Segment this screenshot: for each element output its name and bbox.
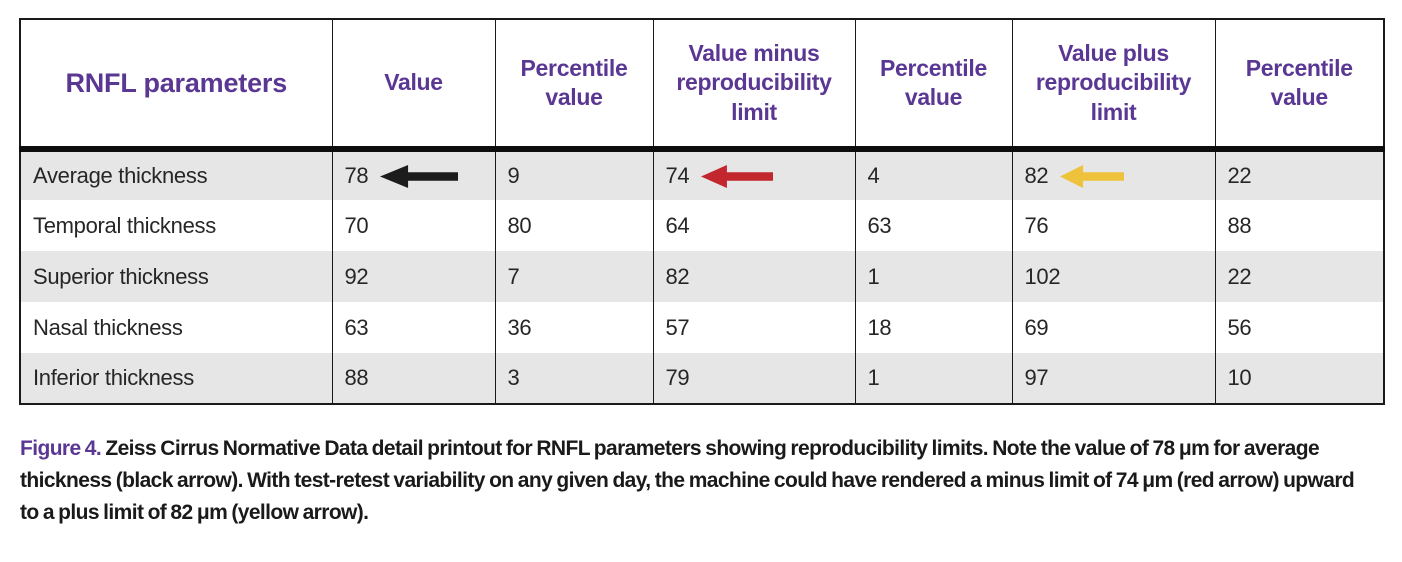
col-header-value: Value [331, 19, 496, 152]
cell-text: Inferior thickness [33, 365, 194, 391]
cell-text: 74 [665, 163, 690, 189]
value-cell: 10 [1214, 353, 1385, 404]
header-row: RNFL parameters Value Percentile value V… [19, 19, 1385, 152]
value-cell: 74 [652, 149, 856, 200]
col-header-percentile-value-3: Percentile value [1214, 19, 1385, 152]
cell-text: 18 [867, 315, 892, 341]
value-cell: 1 [854, 353, 1013, 404]
value-cell: 97 [1011, 353, 1216, 404]
caption-figure-label: Figure 4. [20, 437, 102, 460]
value-cell: 18 [854, 302, 1013, 353]
table-row: Nasal thickness 63 36 57 18 69 56 [19, 302, 1385, 353]
value-cell: 102 [1011, 251, 1216, 302]
table-row: Temporal thickness 70 80 64 63 76 88 [19, 200, 1385, 251]
cell-text: 57 [665, 315, 690, 341]
cell-text: 22 [1227, 264, 1252, 290]
value-cell: 1 [854, 251, 1013, 302]
cell-text: 36 [507, 315, 532, 341]
caption-line-3: to a plus limit of 82 μm (yellow arrow). [20, 501, 369, 524]
cell-text: 1 [867, 365, 880, 391]
caption-line-1: Figure 4. Zeiss Cirrus Normative Data de… [20, 433, 1390, 465]
cell-text: 102 [1024, 264, 1061, 290]
value-cell: 69 [1011, 302, 1216, 353]
value-cell: 70 [331, 200, 496, 251]
figure-caption: Figure 4. Zeiss Cirrus Normative Data de… [20, 433, 1390, 529]
value-cell: 22 [1214, 251, 1385, 302]
col-header-value-plus-reproducibility-limit: Value plus reproducibility limit [1011, 19, 1216, 152]
cell-text: 78 [344, 163, 369, 189]
value-cell: 64 [652, 200, 856, 251]
value-cell: 3 [494, 353, 654, 404]
cell-text: 10 [1227, 365, 1252, 391]
value-cell: 92 [331, 251, 496, 302]
cell-text: 80 [507, 213, 532, 239]
cell-text: 7 [507, 264, 520, 290]
col-header-percentile-value-2: Percentile value [854, 19, 1013, 152]
caption-line-2: thickness (black arrow). With test-retes… [20, 469, 1355, 492]
table-body: Average thickness 78 9 74 4 82 22 Temporal thic… [19, 149, 1385, 404]
table-row: Inferior thickness 88 3 79 1 97 10 [19, 353, 1385, 404]
cell-text: Nasal thickness [33, 315, 183, 341]
figure-4: RNFL parameters Value Percentile value V… [19, 18, 1390, 529]
cell-text: 22 [1227, 163, 1252, 189]
rnfl-parameters-table: RNFL parameters Value Percentile value V… [19, 18, 1385, 405]
col-header-rnfl-parameters: RNFL parameters [19, 19, 333, 152]
col-header-value-minus-reproducibility-limit: Value minus reproducibility limit [652, 19, 856, 152]
parameter-cell: Superior thickness [19, 251, 333, 302]
table-header: RNFL parameters Value Percentile value V… [19, 19, 1385, 152]
value-cell: 88 [1214, 200, 1385, 251]
cell-text: 63 [867, 213, 892, 239]
cell-text: 1 [867, 264, 880, 290]
cell-text: 56 [1227, 315, 1252, 341]
black-left-arrow-icon [380, 165, 459, 189]
red-left-arrow-icon [701, 165, 774, 189]
cell-text: 64 [665, 213, 690, 239]
value-cell: 63 [331, 302, 496, 353]
value-cell: 4 [854, 149, 1013, 200]
value-cell: 7 [494, 251, 654, 302]
cell-text: 63 [344, 315, 369, 341]
cell-text: 92 [344, 264, 369, 290]
value-cell: 76 [1011, 200, 1216, 251]
cell-text: 79 [665, 365, 690, 391]
cell-text: 69 [1024, 315, 1049, 341]
value-cell: 79 [652, 353, 856, 404]
cell-text: 88 [1227, 213, 1252, 239]
value-cell: 63 [854, 200, 1013, 251]
col-header-percentile-value-1: Percentile value [494, 19, 654, 152]
cell-text: 82 [1024, 163, 1049, 189]
parameter-cell: Average thickness [19, 149, 333, 200]
value-cell: 56 [1214, 302, 1385, 353]
cell-text: 4 [867, 163, 880, 189]
cell-text: Temporal thickness [33, 213, 216, 239]
caption-text-1: Zeiss Cirrus Normative Data detail print… [105, 437, 1320, 460]
value-cell: 9 [494, 149, 654, 200]
parameter-cell: Nasal thickness [19, 302, 333, 353]
cell-text: 82 [665, 264, 690, 290]
yellow-left-arrow-icon [1060, 165, 1125, 189]
value-cell: 78 [331, 149, 496, 200]
value-cell: 82 [1011, 149, 1216, 200]
cell-text: 9 [507, 163, 520, 189]
table-row: Superior thickness 92 7 82 1 102 22 [19, 251, 1385, 302]
cell-text: 88 [344, 365, 369, 391]
cell-text: Average thickness [33, 163, 208, 189]
cell-text: 97 [1024, 365, 1049, 391]
cell-text: Superior thickness [33, 264, 209, 290]
value-cell: 88 [331, 353, 496, 404]
parameter-cell: Temporal thickness [19, 200, 333, 251]
cell-text: 76 [1024, 213, 1049, 239]
value-cell: 22 [1214, 149, 1385, 200]
value-cell: 36 [494, 302, 654, 353]
cell-text: 70 [344, 213, 369, 239]
value-cell: 82 [652, 251, 856, 302]
value-cell: 80 [494, 200, 654, 251]
value-cell: 57 [652, 302, 856, 353]
table-row: Average thickness 78 9 74 4 82 22 [19, 149, 1385, 200]
parameter-cell: Inferior thickness [19, 353, 333, 404]
cell-text: 3 [507, 365, 520, 391]
